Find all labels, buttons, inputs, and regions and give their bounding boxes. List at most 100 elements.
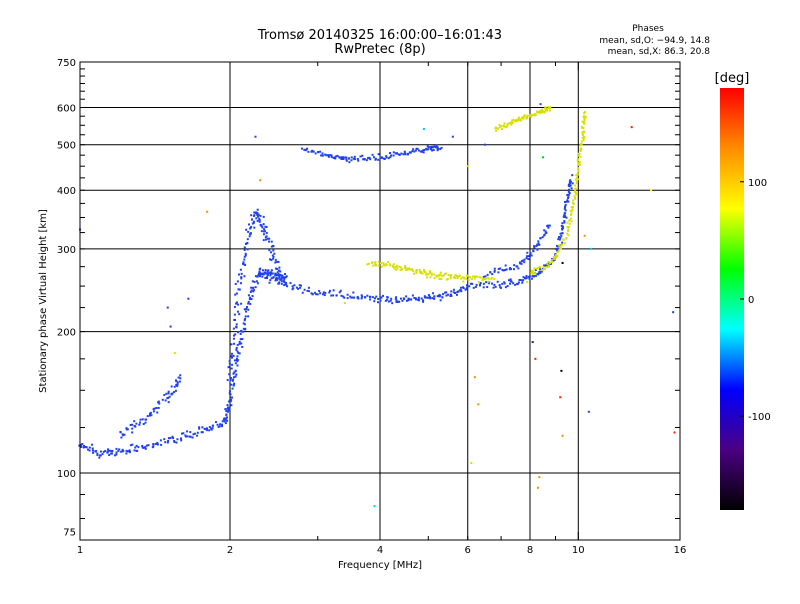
trace-point [235,301,238,304]
trace-point [506,285,509,288]
trace-point [120,436,123,439]
trace-point [518,278,521,281]
trace-point [96,452,99,455]
trace-point [352,291,355,294]
trace-point [503,125,506,128]
trace-point [228,407,231,410]
trace-point [98,456,101,459]
trace-point [469,282,472,285]
trace-point [525,276,528,279]
trace-point [356,157,359,160]
trace-point [561,232,564,235]
trace-point [208,429,211,432]
trace-point [377,158,380,161]
trace-point [149,411,152,414]
trace-point [228,390,231,393]
trace-point [534,269,537,272]
trace-point [575,182,578,185]
trace-point [582,134,585,137]
scatter-point [672,311,675,314]
trace-point [261,269,264,272]
trace-point [138,423,141,426]
trace-point [442,274,445,277]
trace-point [526,116,529,119]
trace-point [266,272,269,275]
trace-point [134,425,137,428]
trace-point [250,289,253,292]
trace-point [156,441,159,444]
trace-point [531,272,534,275]
trace-point [561,227,564,230]
trace-point [575,176,578,179]
trace-point [255,280,258,283]
scatter-point [536,486,539,489]
trace-point [332,289,335,292]
trace-point [437,275,440,278]
trace-point [327,155,330,158]
trace-point [235,357,238,360]
trace-point [565,200,568,203]
trace-point [230,355,233,358]
trace-point [482,277,485,280]
trace-point [583,112,586,115]
trace-point [211,424,214,427]
trace-point [449,277,452,280]
trace-point [577,166,580,169]
trace-point [277,269,280,272]
trace-point [573,195,576,198]
trace-point [345,159,348,162]
trace-point [237,352,240,355]
trace-point [420,271,423,274]
trace-point [270,272,273,275]
trace-point [566,226,569,229]
trace-point [196,431,199,434]
trace-point [405,268,408,271]
trace-point [437,148,440,151]
trace-point [347,157,350,160]
scatter-point [484,143,487,146]
trace-point [501,268,504,271]
trace-point [529,252,532,255]
trace-point [87,448,90,451]
trace-point [352,296,355,299]
trace-point [385,264,388,267]
trace-point [240,302,243,305]
trace-point [567,196,570,199]
trace-point [135,444,138,447]
trace-point [542,265,545,268]
trace-point [238,342,241,345]
trace-point [247,300,250,303]
trace-point [242,261,245,264]
trace-point [157,406,160,409]
trace-point [251,280,254,283]
trace-point [204,428,207,431]
scatter-point [673,431,676,434]
trace-point [583,118,586,121]
trace-point [225,410,228,413]
trace-point [409,298,412,301]
trace-point [328,291,331,294]
trace-point [523,114,526,117]
trace-point [144,421,147,424]
trace-point [436,295,439,298]
trace-point [234,375,237,378]
trace-point [342,156,345,159]
trace-point [237,273,240,276]
trace-point [340,294,343,297]
trace-point [325,154,328,157]
trace-point [525,255,528,258]
trace-point [536,111,539,114]
trace-point [189,431,192,434]
trace-point [283,281,286,284]
trace-point [529,253,532,256]
trace-point [562,215,565,218]
scatter-point [561,434,564,437]
trace-point [552,256,555,259]
trace-point [123,433,126,436]
trace-point [363,157,366,160]
trace-point [454,274,457,277]
trace-point [277,273,280,276]
trace-point [125,428,128,431]
trace-point [567,183,570,186]
